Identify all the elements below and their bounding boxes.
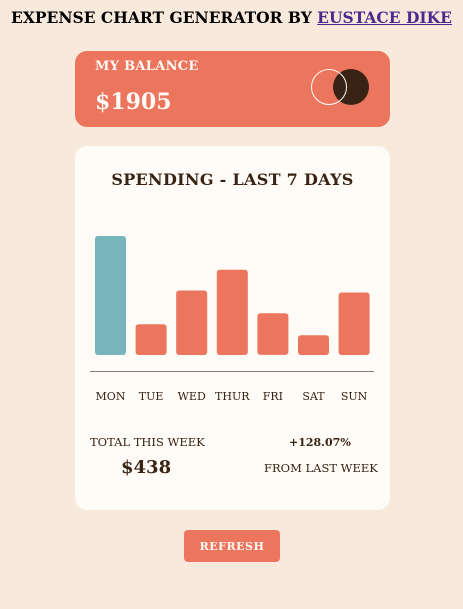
refresh-button[interactable]: REFRESH	[184, 530, 280, 562]
page-title: EXPENSE CHART GENERATOR BY EUSTACE DIKE	[0, 8, 463, 27]
bar-tue[interactable]	[135, 324, 167, 355]
tick-label-mon: MON	[96, 390, 126, 403]
tick-label-wed: WED	[178, 390, 206, 403]
bar-thur[interactable]	[216, 269, 248, 355]
change-value: +128.07%	[289, 436, 351, 449]
balance-label: MY BALANCE	[95, 59, 199, 74]
change-label: FROM LAST WEEK	[264, 461, 378, 475]
spending-bar-chart: MON TUE WED THUR FRI SAT SUN	[90, 236, 374, 403]
bar-sat[interactable]	[298, 335, 329, 355]
logo-outline-circle	[311, 69, 347, 105]
chart-card: SPENDING - LAST 7 DAYS MON TUE WED THUR FRI S…	[75, 146, 390, 510]
bar-fri[interactable]	[257, 313, 289, 355]
total-label: TOTAL THIS WEEK	[90, 435, 205, 449]
bar-sun[interactable]	[338, 292, 370, 356]
author-link[interactable]: EUSTACE DIKE	[317, 8, 452, 27]
tick-label-fri: FRI	[263, 390, 283, 403]
tick-label-sat: SAT	[302, 390, 325, 403]
total-value: $438	[121, 457, 172, 478]
logo-circles-icon	[311, 69, 373, 109]
tick-label-tue: TUE	[139, 390, 164, 403]
balance-card: MY BALANCE $1905	[75, 51, 390, 127]
page-title-text: EXPENSE CHART GENERATOR BY	[11, 8, 318, 27]
bar-wed[interactable]	[176, 290, 208, 356]
bar-mon[interactable]	[95, 236, 126, 355]
tick-label-thur: THUR	[215, 390, 250, 403]
chart-title: SPENDING - LAST 7 DAYS	[111, 170, 354, 189]
tick-label-sun: SUN	[341, 390, 368, 403]
balance-amount: $1905	[95, 89, 172, 115]
